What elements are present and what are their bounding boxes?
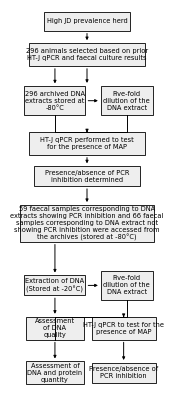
Text: Assessment of
DNA and protein
quantity: Assessment of DNA and protein quantity — [27, 363, 82, 383]
Text: Assessment
of DNA
quality: Assessment of DNA quality — [35, 318, 75, 338]
Text: 59 faecal samples corresponding to DNA
extracts showing PCR inhibition and 66 fa: 59 faecal samples corresponding to DNA e… — [10, 206, 164, 241]
Text: HT-J qPCR performed to test
for the presence of MAP: HT-J qPCR performed to test for the pres… — [40, 137, 134, 150]
FancyBboxPatch shape — [92, 317, 156, 340]
FancyBboxPatch shape — [26, 317, 84, 340]
FancyBboxPatch shape — [24, 276, 85, 295]
Text: Extraction of DNA
(Stored at -20°C): Extraction of DNA (Stored at -20°C) — [25, 278, 85, 292]
Text: Presence/absence of PCR
inhibition determined: Presence/absence of PCR inhibition deter… — [45, 170, 129, 183]
FancyBboxPatch shape — [101, 86, 153, 115]
Text: 296 animals selected based on prior
HT-J qPCR and faecal culture results: 296 animals selected based on prior HT-J… — [26, 48, 148, 61]
Text: Presence/absence of
PCR inhibition: Presence/absence of PCR inhibition — [89, 366, 158, 379]
FancyBboxPatch shape — [29, 43, 145, 66]
Text: High JD prevalence herd: High JD prevalence herd — [47, 18, 127, 24]
FancyBboxPatch shape — [101, 271, 153, 300]
FancyBboxPatch shape — [34, 166, 140, 186]
Text: Five-fold
dilution of the
DNA extract: Five-fold dilution of the DNA extract — [103, 91, 150, 111]
FancyBboxPatch shape — [92, 363, 156, 383]
Text: Five-fold
dilution of the
DNA extract: Five-fold dilution of the DNA extract — [103, 276, 150, 296]
FancyBboxPatch shape — [44, 12, 130, 31]
FancyBboxPatch shape — [29, 132, 145, 155]
Text: HT-J qPCR to test for the
presence of MAP: HT-J qPCR to test for the presence of MA… — [83, 322, 164, 335]
FancyBboxPatch shape — [20, 205, 154, 242]
FancyBboxPatch shape — [24, 86, 85, 115]
FancyBboxPatch shape — [26, 361, 84, 384]
Text: 296 archived DNA
extracts stored at
-80°C: 296 archived DNA extracts stored at -80°… — [25, 91, 85, 111]
